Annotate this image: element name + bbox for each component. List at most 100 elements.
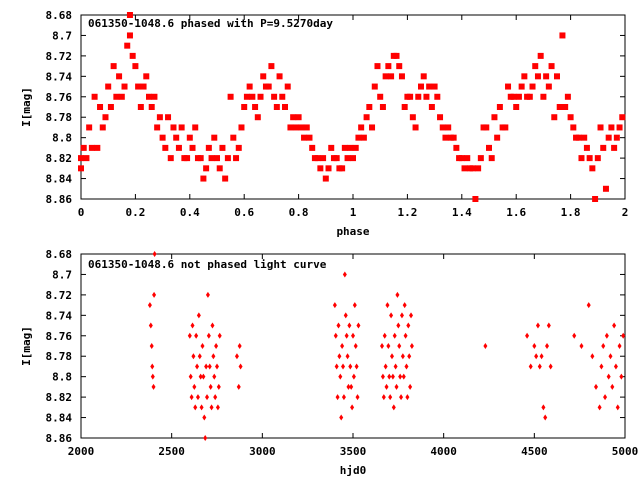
phased-x-tick-label: 0.6: [234, 206, 254, 219]
phased-data-point: [529, 83, 536, 90]
unphased-data-point: [335, 394, 340, 401]
unphased-data-point: [593, 383, 598, 390]
unphased-plot-frame: [80, 253, 626, 439]
phased-data-point: [396, 63, 403, 70]
phased-data-point: [102, 114, 109, 121]
phased-data-point: [458, 155, 465, 162]
unphased-data-point: [403, 332, 408, 339]
phased-y-tick-label: 8.76: [46, 91, 73, 104]
unphased-data-point: [621, 332, 626, 339]
phased-data-point: [233, 155, 240, 162]
unphased-data-point: [604, 332, 609, 339]
phased-data-point: [431, 83, 438, 90]
phased-data-point: [475, 165, 482, 172]
unphased-data-point: [590, 353, 595, 360]
unphased-data-point: [198, 373, 203, 380]
phased-data-point: [235, 144, 242, 151]
phased-data-point: [208, 155, 215, 162]
unphased-data-point: [208, 383, 213, 390]
unphased-y-tick-label: 8.86: [46, 432, 73, 445]
unphased-data-point: [608, 353, 613, 360]
phased-data-point: [154, 124, 161, 131]
unphased-x-tick-label: 3500: [340, 445, 367, 458]
unphased-y-tick-label: 8.84: [46, 412, 73, 425]
phased-data-point: [265, 83, 272, 90]
unphased-data-point: [210, 322, 215, 329]
unphased-data-point: [206, 332, 211, 339]
unphased-data-point: [147, 302, 152, 309]
unphased-data-point: [191, 353, 196, 360]
phased-data-point: [355, 134, 362, 141]
unphased-data-point: [407, 353, 412, 360]
phased-data-point: [243, 93, 250, 100]
unphased-y-tick-label: 8.7: [52, 268, 72, 281]
unphased-data-point: [193, 404, 198, 411]
phased-data-point: [605, 134, 612, 141]
phased-data-point: [418, 83, 424, 90]
phased-data-point: [214, 155, 220, 162]
phased-data-point: [200, 175, 207, 182]
phased-data-point: [578, 155, 585, 162]
unphased-data-point: [150, 373, 155, 380]
unphased-data-point: [534, 353, 539, 360]
phased-data-point: [279, 93, 286, 100]
phased-data-point: [545, 83, 552, 90]
unphased-data-point: [209, 404, 214, 411]
phased-data-point: [113, 93, 120, 100]
phased-data-point: [186, 134, 193, 141]
phased-data-point: [224, 155, 231, 162]
unphased-data-point: [204, 363, 209, 370]
unphased-data-point: [404, 363, 409, 370]
unphased-data-point: [386, 343, 391, 349]
phased-y-tick-label: 8.78: [46, 111, 73, 124]
unphased-data-point: [351, 332, 355, 339]
unphased-x-tick-label: 4000: [430, 445, 457, 458]
unphased-data-point: [189, 394, 194, 401]
unphased-x-axis-label: hjd0: [340, 464, 367, 477]
unphased-data-point: [390, 373, 395, 380]
phased-data-point: [350, 155, 356, 162]
unphased-data-point: [382, 332, 387, 339]
unphased-data-point: [346, 383, 351, 390]
phased-data-point: [260, 73, 267, 80]
phased-data-point: [602, 185, 609, 192]
phased-data-point: [246, 83, 253, 90]
phased-data-point: [192, 124, 199, 131]
unphased-x-tick-label: 2000: [68, 445, 95, 458]
phased-data-point: [597, 124, 604, 131]
phased-data-point: [556, 104, 563, 110]
phased-data-point: [78, 165, 84, 172]
phased-data-point: [486, 144, 492, 151]
unphased-data-point: [334, 363, 339, 370]
phased-data-point: [423, 93, 430, 100]
phased-data-point: [461, 165, 468, 172]
unphased-data-point: [199, 404, 204, 411]
phased-data-point: [167, 155, 174, 162]
unphased-data-point: [195, 394, 200, 401]
phased-data-point: [197, 155, 204, 162]
unphased-panel-title: 061350-1048.6 not phased light curve: [88, 258, 327, 271]
unphased-y-tick-label: 8.68: [46, 248, 73, 261]
phased-data-point: [306, 134, 313, 141]
unphased-data-point: [215, 363, 219, 370]
unphased-data-point: [236, 383, 241, 390]
phased-data-point: [341, 144, 348, 151]
phased-data-point: [143, 73, 150, 80]
phased-x-tick-label: 0.8: [289, 206, 309, 219]
phased-data-point: [532, 63, 539, 70]
phased-data-point: [227, 93, 234, 100]
unphased-data-point: [619, 373, 624, 380]
unphased-data-point: [149, 343, 154, 349]
phased-data-point: [146, 93, 152, 100]
phased-data-point: [616, 124, 623, 131]
phased-data-point: [581, 134, 588, 141]
unphased-data-point: [237, 343, 242, 349]
unphased-data-point: [405, 394, 410, 401]
unphased-data-point: [525, 332, 530, 339]
phased-data-point: [407, 93, 414, 100]
phased-data-point: [445, 124, 452, 131]
phased-data-point: [494, 134, 501, 141]
phased-ticks: 0 0.2 0.4 0.6 0.8 1 1.2 1.4 1.6 1.8 2 8.68 8.7 8.72 8.…: [46, 9, 629, 219]
unphased-data-point: [214, 343, 219, 349]
phased-y-tick-label: 8.72: [46, 50, 73, 63]
